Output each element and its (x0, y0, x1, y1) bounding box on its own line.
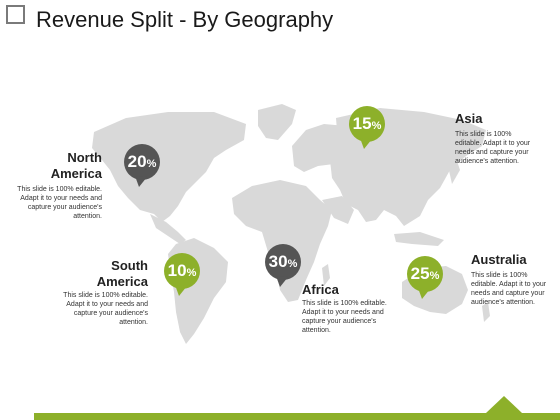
europe-shape (292, 124, 352, 172)
arabia-shape (322, 196, 354, 224)
australia-title: Australia (471, 252, 527, 267)
australia-value: 25 (410, 264, 430, 283)
north-america-unit: % (146, 158, 157, 170)
north-america-value: 20 (127, 152, 147, 171)
south-america-desc: This slide is 100% editable. Adapt it to… (63, 292, 148, 326)
africa-desc: This slide is 100% editable. Adapt it to… (302, 300, 387, 334)
asia-value: 15 (352, 114, 372, 133)
asia-marker: 15% (346, 105, 388, 153)
footer-triangle (486, 396, 522, 413)
africa-value: 30 (268, 252, 288, 271)
north-america-marker: 20% (121, 143, 163, 191)
japan-shape (448, 158, 460, 184)
asia-unit: % (371, 120, 382, 132)
indonesia-shape (394, 232, 444, 246)
africa-shape (232, 180, 332, 302)
south-america-marker: 10% (161, 252, 203, 300)
north-america-title: North America (50, 150, 102, 181)
footer-bar (34, 413, 560, 420)
new-zealand-shape (482, 302, 490, 322)
africa-marker: 30% (262, 243, 304, 291)
south-america-value: 10 (167, 261, 187, 280)
slide-title: Revenue Split - By Geography (36, 7, 334, 32)
australia-unit: % (429, 270, 440, 282)
central-america-shape (150, 214, 186, 244)
australia-desc: This slide is 100% editable. Adapt it to… (471, 272, 547, 306)
greenland-shape (258, 104, 296, 140)
corner-square-icon (6, 5, 25, 24)
africa-unit: % (287, 258, 298, 270)
asia-desc: This slide is 100% editable. Adapt it to… (455, 131, 531, 165)
north-america-desc: This slide is 100% editable. Adapt it to… (17, 186, 102, 220)
south-america-unit: % (186, 267, 197, 279)
south-america-title: South America (96, 258, 148, 289)
australia-marker: 25% (404, 255, 446, 303)
madagascar-shape (322, 264, 330, 286)
asia-title: Asia (455, 111, 483, 126)
north-america-shape (92, 112, 246, 222)
africa-title: Africa (302, 282, 339, 297)
